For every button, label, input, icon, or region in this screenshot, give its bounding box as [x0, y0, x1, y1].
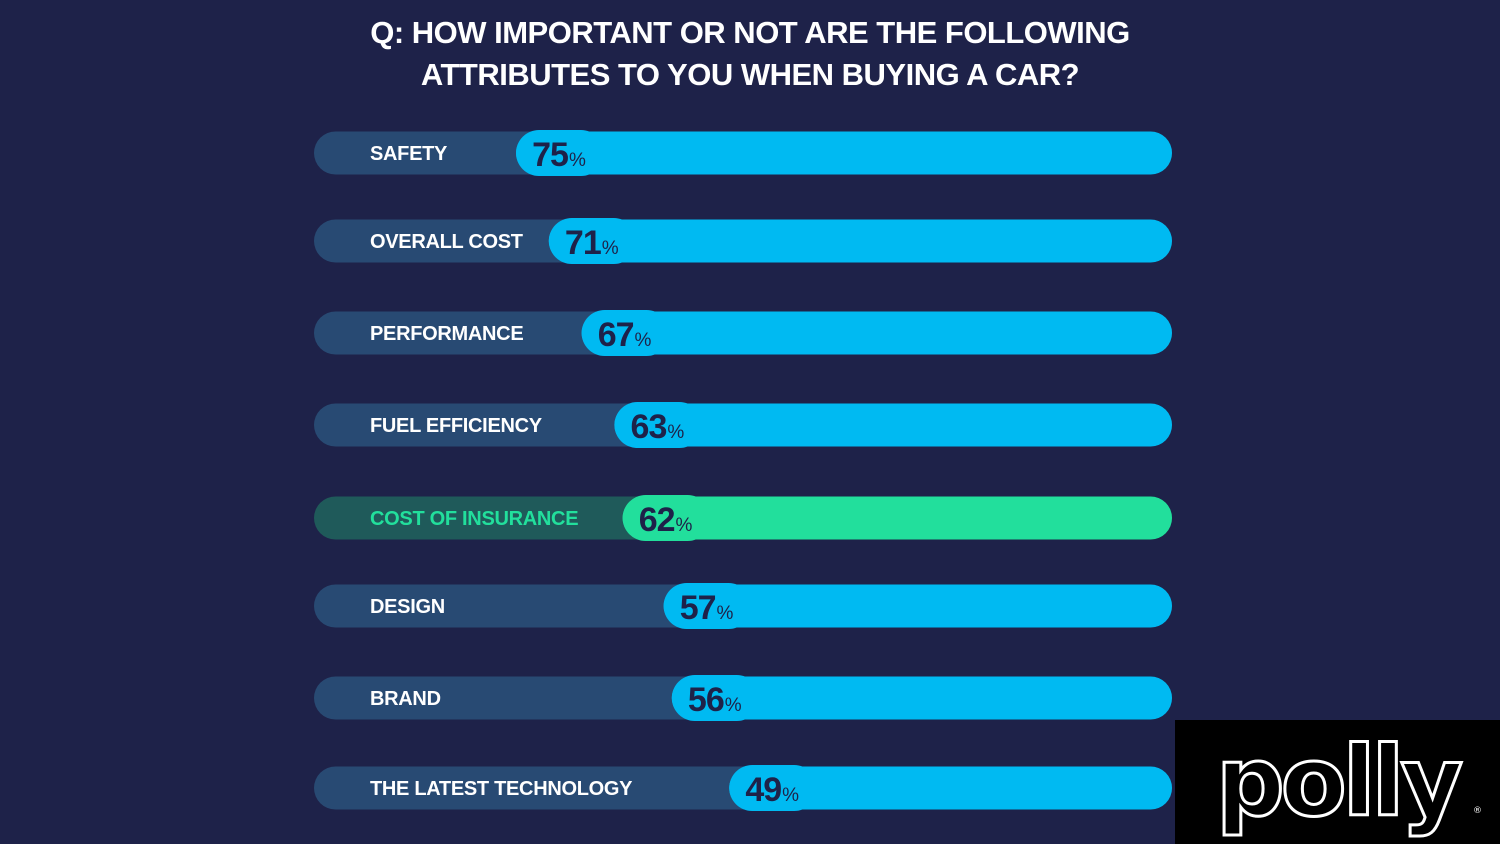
bar-row-design: DESIGN 57% [314, 583, 1172, 629]
value-badge [622, 495, 711, 541]
bar-value-label: 56% [688, 681, 742, 719]
chart-title-line-2: ATTRIBUTES TO YOU WHEN BUYING A CAR? [420, 57, 1080, 92]
bar-value-percent: % [782, 785, 799, 806]
bar-value-number: 49 [745, 771, 781, 809]
bar-row-the-latest-technology: THE LATEST TECHNOLOGY 49% [314, 765, 1172, 811]
bar-value-number: 71 [565, 224, 601, 262]
bar-value-label: 71% [565, 224, 619, 262]
value-badge [581, 310, 670, 356]
registered-mark-icon: ® [1473, 806, 1482, 816]
bar-value-percent: % [676, 515, 693, 536]
bar-row-overall-cost: OVERALL COST 71% [314, 218, 1172, 264]
bar-value-percent: % [635, 330, 652, 351]
bar-row-fuel-efficiency: FUEL EFFICIENCY 63% [314, 402, 1172, 448]
bar-value-percent: % [725, 695, 742, 716]
bar-fill [614, 403, 1172, 447]
bar-label: THE LATEST TECHNOLOGY [370, 778, 633, 800]
value-badge [671, 675, 760, 721]
value-badge [663, 583, 752, 629]
bar-value-label: 57% [680, 589, 734, 627]
bar-value-number: 63 [631, 408, 667, 446]
bar-value-label: 75% [532, 136, 586, 174]
bar-value-number: 62 [639, 501, 675, 539]
chart-title: Q: HOW IMPORTANT OR NOT ARE THE FOLLOWIN… [0, 12, 1500, 96]
bar-fill [581, 311, 1172, 355]
bar-fill [729, 766, 1172, 810]
value-badge [516, 130, 604, 176]
value-badge [548, 218, 637, 264]
polly-logo: polly ® [1175, 720, 1500, 844]
value-badge [729, 765, 818, 811]
bar-value-percent: % [569, 150, 586, 171]
bar-label: SAFETY [370, 143, 448, 165]
bar-value-label: 62% [639, 501, 693, 539]
bar-row-performance: PERFORMANCE 67% [314, 310, 1172, 356]
bar-value-percent: % [717, 603, 734, 624]
bar-label: COST OF INSURANCE [370, 508, 578, 530]
bar-value-label: 63% [631, 408, 685, 446]
bar-value-percent: % [667, 422, 684, 443]
bar-label: OVERALL COST [370, 231, 523, 253]
value-badge [614, 402, 703, 448]
bar-value-number: 57 [680, 589, 716, 627]
bar-fill [671, 676, 1172, 720]
bar-label: DESIGN [370, 596, 445, 618]
bar-row-safety: SAFETY 75% [314, 130, 1172, 176]
bar-row-cost-of-insurance: COST OF INSURANCE 62% [314, 495, 1172, 541]
bar-value-number: 75 [532, 136, 568, 174]
polly-logo-text: polly [1214, 726, 1464, 838]
chart-title-line-1: Q: HOW IMPORTANT OR NOT ARE THE FOLLOWIN… [370, 15, 1130, 50]
bar-value-percent: % [602, 238, 619, 259]
bar-label: PERFORMANCE [370, 323, 523, 345]
bar-value-number: 56 [688, 681, 724, 719]
bar-value-number: 67 [598, 316, 634, 354]
bar-label: BRAND [370, 688, 441, 710]
bar-row-brand: BRAND 56% [314, 675, 1172, 721]
bar-fill [622, 496, 1172, 540]
bar-fill [663, 584, 1172, 628]
bar-fill [548, 219, 1172, 263]
bar-fill [516, 131, 1172, 175]
bar-value-label: 67% [598, 316, 652, 354]
bar-label: FUEL EFFICIENCY [370, 415, 543, 437]
bar-value-label: 49% [745, 771, 799, 809]
